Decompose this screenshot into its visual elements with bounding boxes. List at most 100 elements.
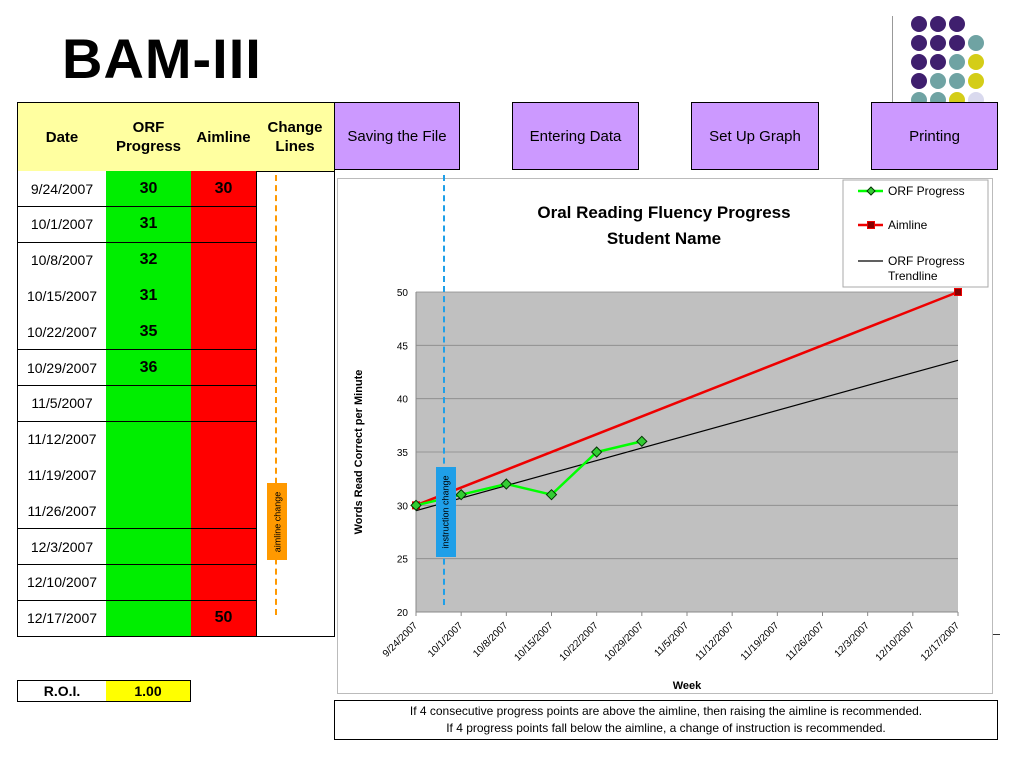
table-cell-aimline[interactable] [191,564,257,602]
decorative-dot [968,35,984,51]
table-cell-orf[interactable] [106,385,192,423]
decorative-dot [930,35,946,51]
x-tick-label: 10/15/2007 [512,620,555,663]
slide-title: BAM-III [62,27,262,90]
table-cell-orf[interactable]: 31 [106,206,192,244]
set-up-graph-button[interactable]: Set Up Graph [691,102,819,170]
orf-progress-point [410,499,422,512]
x-tick-label: 12/17/2007 [919,620,962,663]
table-cell-aimline[interactable]: 30 [191,171,257,208]
header-date: Date [17,102,107,172]
aimline-change-marker[interactable]: aimline change [267,483,287,560]
table-cell-date[interactable]: 11/12/2007 [17,421,107,458]
printing-button[interactable]: Printing [871,102,998,170]
x-tick-label: 9/24/2007 [381,620,421,660]
table-cell-orf[interactable]: 30 [106,171,192,208]
table-cell-date[interactable]: 12/10/2007 [17,564,107,602]
y-tick-label: 30 [397,501,409,512]
table-cell-orf[interactable]: 31 [106,278,192,315]
orf-chart: 20 25 30 35 40 45 50 9/24/2007 10/1/2007 10/8/200… [353,179,989,692]
aimline-change-line[interactable] [275,175,277,615]
table-cell-aimline[interactable] [191,421,257,458]
legend-label-aimline: Aimline [888,218,928,232]
header-change-lines: Change Lines [256,102,335,172]
table-cell-aimline[interactable] [191,242,257,279]
entering-data-button[interactable]: Entering Data [512,102,639,170]
decorative-dot [968,54,984,70]
y-tick-label: 50 [397,288,409,299]
roi-label: R.O.I. [17,680,107,702]
table-cell-orf[interactable]: 32 [106,242,192,279]
instruction-change-marker[interactable]: instruction change [436,467,456,557]
table-cell-aimline[interactable] [191,314,257,351]
orf-progress-point [500,478,513,490]
decorative-dot [949,73,965,89]
legend-marker-aimline [867,221,875,229]
table-cell-date[interactable]: 10/15/2007 [17,278,107,315]
table-cell-aimline[interactable] [191,350,257,387]
table-cell-date[interactable]: 11/5/2007 [17,385,107,423]
orf-progress-point [636,435,648,448]
aimline-change-label: aimline change [272,491,283,552]
x-tick-label: 12/3/2007 [833,620,873,660]
aimline-point [954,288,962,296]
x-tick-label: 11/5/2007 [652,620,691,659]
table-cell-aimline[interactable] [191,278,257,315]
decorative-dot [911,16,927,32]
table-cell-orf[interactable] [106,421,192,458]
decorative-dot [930,54,946,70]
header-orf-progress: ORF Progress [106,102,192,172]
decorative-dot [911,35,927,51]
instruction-change-line[interactable] [443,175,445,605]
note-line-1: If 4 consecutive progress points are abo… [409,704,923,718]
legend-label-trendline-2: Trendline [888,269,938,283]
saving-the-file-button[interactable]: Saving the File [334,102,460,170]
table-cell-orf[interactable] [106,493,192,530]
table-cell-date[interactable]: 10/22/2007 [17,314,107,351]
table-cell-aimline[interactable] [191,529,257,566]
aimline-series [415,290,959,507]
chart-title: Oral Reading Fluency Progress [537,203,790,222]
table-cell-orf[interactable]: 35 [106,314,192,351]
y-tick-label: 20 [397,608,409,619]
table-cell-orf[interactable]: 36 [106,350,192,387]
orf-progress-point [455,488,467,501]
roi-value: 1.00 [106,680,191,702]
table-cell-aimline[interactable] [191,206,257,244]
x-tick-label: 10/29/2007 [603,620,646,663]
y-axis-label: Words Read Correct per Minute [353,370,365,535]
table-cell-date[interactable]: 11/19/2007 [17,457,107,494]
decorative-dot [930,16,946,32]
y-tick-label: 40 [397,395,409,406]
note-line-2: If 4 progress points fall below the aiml… [446,721,886,735]
x-tick-label: 10/8/2007 [471,620,511,660]
table-cell-date[interactable]: 11/26/2007 [17,493,107,530]
table-cell-date[interactable]: 10/29/2007 [17,350,107,387]
table-cell-orf[interactable] [106,564,192,602]
table-cell-date[interactable]: 10/8/2007 [17,242,107,279]
chart-container[interactable]: 20 25 30 35 40 45 50 9/24/2007 10/1/2007 10/8/200… [337,178,993,694]
x-axis-label: Week [673,680,702,692]
y-tick-label: 25 [397,555,409,566]
table-cell-date[interactable]: 12/17/2007 [17,600,107,637]
header-aimline: Aimline [191,102,257,172]
table-cell-aimline[interactable] [191,385,257,423]
x-tick-label: 11/12/2007 [694,620,737,663]
x-tick-label: 12/10/2007 [874,620,917,663]
table-cell-aimline[interactable] [191,457,257,494]
table-cell-orf[interactable] [106,600,192,637]
table-cell-aimline[interactable]: 50 [191,600,257,637]
table-cell-orf[interactable] [106,529,192,566]
table-cell-date[interactable]: 12/3/2007 [17,529,107,566]
chart-edge-line [992,634,1000,635]
table-cell-date[interactable]: 9/24/2007 [17,171,107,208]
table-cell-aimline[interactable] [191,493,257,530]
change-lines-column [256,171,335,637]
y-tick-label: 45 [397,341,409,352]
table-cell-orf[interactable] [106,457,192,494]
x-tick-label: 10/1/2007 [426,620,466,660]
legend-box [842,179,989,288]
table-cell-date[interactable]: 10/1/2007 [17,206,107,244]
legend-marker-orf [866,186,876,196]
decorative-dot [968,73,984,89]
